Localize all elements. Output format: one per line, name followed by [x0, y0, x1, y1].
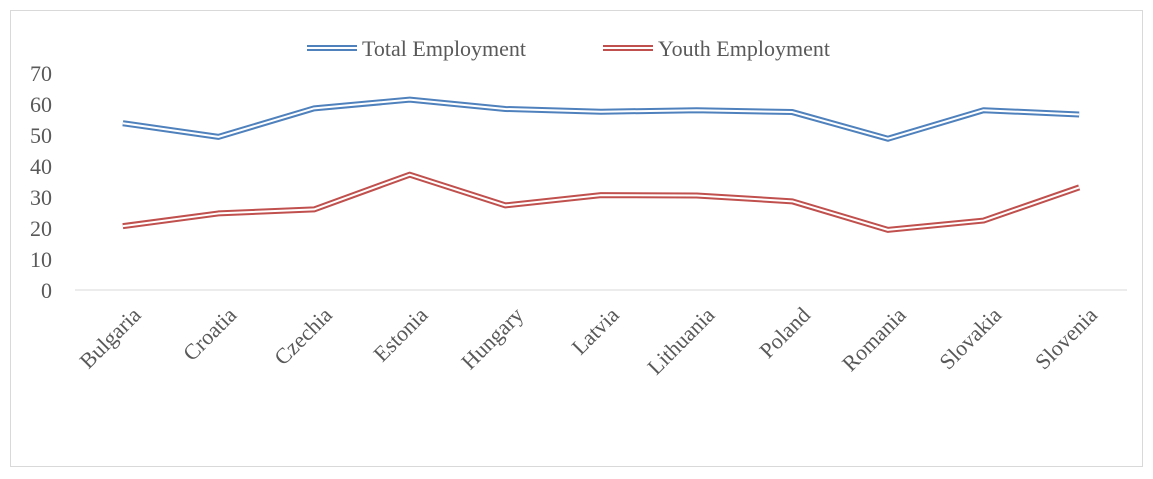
series-1	[122, 96, 1080, 142]
x-tick-label: Czechia	[269, 302, 337, 370]
y-tick-label: 10	[30, 247, 52, 272]
legend: Total Employment Youth Employment	[307, 36, 830, 61]
x-tick-label: Slovakia	[934, 302, 1006, 374]
y-tick-label: 60	[30, 92, 52, 117]
y-tick-label: 0	[41, 278, 52, 303]
series-line	[122, 96, 1080, 142]
y-tick-label: 50	[30, 123, 52, 148]
y-tick-label: 20	[30, 216, 52, 241]
x-tick-label: Croatia	[178, 302, 242, 366]
chart-frame	[10, 10, 1143, 467]
x-axis: Bulgaria Croatia Czechia Estonia Hungary Latv…	[74, 289, 1127, 379]
legend-item: Total Employment	[307, 36, 526, 61]
y-tick-label: 70	[30, 61, 52, 86]
legend-label: Youth Employment	[658, 36, 830, 61]
x-tick-label: Hungary	[456, 302, 528, 374]
x-tick-label: Estonia	[368, 302, 433, 367]
series-layer	[122, 96, 1081, 233]
series-2	[122, 171, 1081, 233]
y-tick-label: 30	[30, 185, 52, 210]
legend-label: Total Employment	[362, 36, 526, 61]
x-tick-label: Bulgaria	[74, 302, 145, 373]
y-axis: 0 10 20 30 40 50 60 70	[30, 61, 52, 303]
x-tick-label: Slovenia	[1030, 302, 1102, 374]
series-line-inner	[122, 98, 1080, 140]
x-tick-label: Latvia	[566, 302, 624, 360]
x-tick-label: Poland	[754, 302, 815, 363]
x-tick-label: Lithuania	[642, 302, 719, 379]
x-tick-label: Romania	[837, 302, 911, 376]
series-line	[122, 171, 1081, 233]
series-line-inner	[122, 173, 1080, 231]
y-tick-label: 40	[30, 154, 52, 179]
legend-item: Youth Employment	[603, 36, 830, 61]
